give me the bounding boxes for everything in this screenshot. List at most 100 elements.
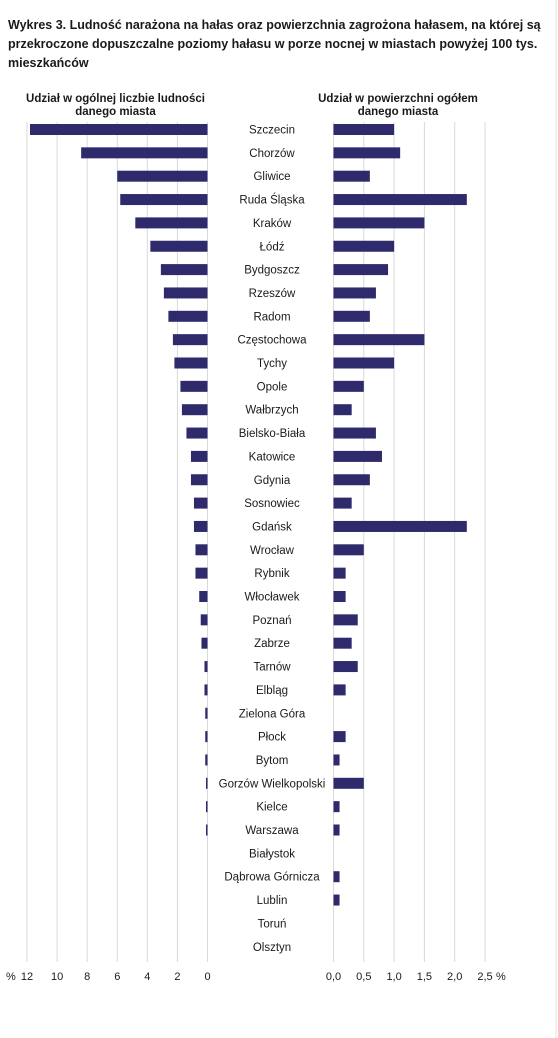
left-bar	[200, 614, 208, 626]
right-bar	[333, 427, 376, 439]
left-bar	[205, 801, 208, 813]
left-bar	[195, 567, 208, 579]
category-label: Rybnik	[254, 568, 289, 580]
category-label: Opole	[257, 381, 288, 393]
category-label: Kielce	[256, 802, 287, 814]
right-bar	[333, 894, 340, 906]
right-bar	[333, 614, 358, 626]
category-label: Ruda Śląska	[239, 194, 305, 207]
left-bar	[135, 217, 208, 229]
right-bar	[333, 801, 340, 813]
right-tick-label: 1,0	[386, 971, 401, 983]
right-tick-label: 2,0	[447, 971, 462, 983]
right-bar	[333, 287, 376, 299]
category-label: Łódź	[260, 241, 285, 253]
category-label: Bydgoszcz	[244, 265, 300, 277]
right-bar	[333, 871, 340, 883]
right-bar	[333, 264, 389, 276]
chart-title-text: Ludność narażona na hałas oraz powierzch…	[8, 18, 541, 70]
right-tick-label: 0,5	[356, 971, 371, 983]
category-label: Szczecin	[249, 125, 295, 137]
left-bar	[81, 147, 208, 159]
left-bar	[201, 637, 208, 649]
right-bar	[333, 217, 425, 229]
left-bar	[205, 754, 208, 766]
left-tick-label: 0	[204, 971, 210, 983]
left-bar	[205, 707, 208, 719]
category-label: Zielona Góra	[239, 708, 306, 720]
category-label: Olsztyn	[253, 942, 291, 954]
category-label: Bielsko-Biała	[239, 428, 306, 440]
left-bar	[190, 450, 208, 462]
right-bar	[333, 194, 467, 206]
right-bar	[333, 520, 467, 532]
left-tick-label: 8	[84, 971, 90, 983]
right-panel-label: Udział w powierzchni ogółem danego miast…	[318, 93, 478, 118]
left-tick-label: 4	[144, 971, 150, 983]
right-bar	[333, 567, 346, 579]
category-label: Tarnów	[253, 662, 291, 674]
left-bar	[174, 357, 208, 369]
left-bar	[204, 661, 208, 673]
category-label: Gdańsk	[252, 521, 292, 533]
left-axis-unit: %	[6, 971, 16, 983]
left-bar	[160, 264, 208, 276]
chart-title: Wykres 3. Ludność narażona na hałas oraz…	[8, 16, 548, 73]
right-bar	[333, 334, 425, 346]
category-label: Katowice	[249, 451, 296, 463]
left-bar	[30, 124, 208, 135]
left-panel-label: Udział w ogólnej liczbie ludności danego…	[26, 93, 205, 118]
right-bar	[333, 310, 370, 322]
category-label: Płock	[258, 732, 286, 744]
left-bar	[172, 334, 208, 346]
category-label: Radom	[253, 311, 290, 323]
left-bar	[168, 310, 208, 322]
right-bar	[333, 684, 346, 696]
right-bar	[333, 777, 364, 789]
right-bar	[333, 404, 352, 416]
category-label: Zabrze	[254, 638, 290, 650]
category-label: Elbląg	[256, 685, 288, 697]
left-bar	[199, 591, 208, 602]
category-label: Poznań	[252, 615, 291, 627]
right-bar	[333, 637, 352, 649]
category-label: Włocławek	[245, 592, 300, 604]
category-label: Gliwice	[253, 171, 290, 183]
left-bar	[120, 194, 208, 206]
right-tick-label: 1,5	[417, 971, 432, 983]
category-label: Bytom	[256, 755, 289, 767]
category-label: Lublin	[257, 895, 288, 907]
left-bar	[190, 474, 208, 486]
right-bar	[333, 240, 395, 252]
right-bar	[333, 450, 382, 462]
right-bar	[333, 357, 395, 369]
right-bar	[333, 474, 370, 486]
category-label: Toruń	[258, 918, 287, 930]
left-bar	[181, 404, 208, 416]
left-tick-label: 2	[174, 971, 180, 983]
left-bar	[205, 777, 208, 789]
category-label: Gorzów Wielkopolski	[219, 778, 326, 790]
left-bar	[195, 544, 208, 556]
left-bar	[205, 731, 208, 743]
left-bar	[180, 380, 208, 392]
left-bar	[117, 170, 208, 182]
left-tick-label: 6	[114, 971, 120, 983]
right-bar	[333, 661, 358, 673]
left-tick-label: 12	[21, 971, 33, 983]
left-bar	[150, 240, 208, 252]
right-bar	[333, 170, 370, 182]
category-label: Wrocław	[250, 545, 295, 557]
right-tick-label: 0,0	[326, 971, 341, 983]
category-label: Dąbrowa Górnicza	[224, 872, 320, 884]
right-tick-label: 2,5	[477, 971, 492, 983]
right-bar	[333, 731, 346, 743]
right-bar	[333, 497, 352, 509]
left-bar	[186, 427, 208, 439]
right-bar	[333, 124, 395, 135]
category-label: Gdynia	[254, 475, 291, 487]
category-label: Warszawa	[245, 825, 299, 837]
category-label: Chorzów	[249, 148, 295, 160]
right-axis-unit: %	[496, 971, 506, 983]
